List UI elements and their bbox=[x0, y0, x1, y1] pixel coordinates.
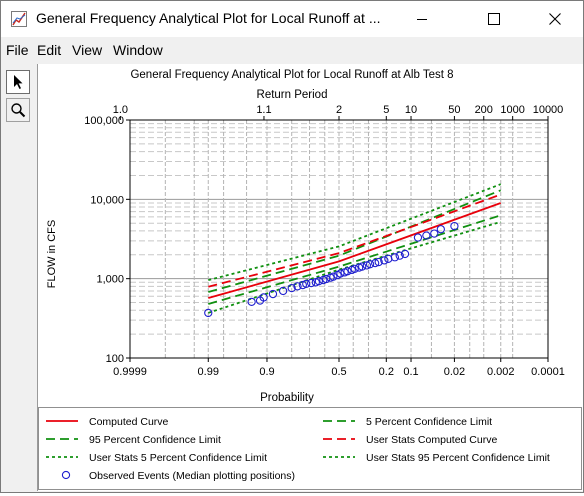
observed-event-point bbox=[413, 233, 423, 242]
observed-event-point bbox=[314, 277, 324, 286]
observed-event-point bbox=[293, 282, 302, 291]
top-tick-label: 50 bbox=[448, 104, 460, 116]
magnifier-icon bbox=[11, 103, 26, 118]
maximize-button[interactable] bbox=[471, 1, 517, 37]
x-tick-label: 0.99 bbox=[198, 366, 219, 378]
series-line-3 bbox=[208, 193, 502, 288]
series-line-2 bbox=[208, 189, 502, 293]
x-tick-label: 0.02 bbox=[444, 366, 465, 378]
legend-label: Observed Events (Median plotting positio… bbox=[89, 470, 295, 482]
x-tick-label: 0.2 bbox=[379, 366, 394, 378]
menu-view[interactable]: View bbox=[72, 42, 103, 58]
y-tick-label: 100,000 bbox=[84, 115, 124, 127]
observed-event-point bbox=[371, 258, 380, 268]
observed-event-point bbox=[350, 264, 359, 273]
observed-event-point bbox=[302, 279, 311, 289]
x-axis-label: Probability bbox=[260, 392, 314, 404]
window-title: General Frequency Analytical Plot for Lo… bbox=[36, 10, 381, 26]
legend-label: 5 Percent Confidence Limit bbox=[366, 416, 492, 428]
legend-label: User Stats 95 Percent Confidence Limit bbox=[366, 452, 550, 464]
series-line-0 bbox=[208, 202, 502, 299]
menu-edit[interactable]: Edit bbox=[37, 42, 62, 58]
legend-label: User Stats 5 Percent Confidence Limit bbox=[89, 452, 267, 464]
menu-window[interactable]: Window bbox=[113, 42, 163, 58]
close-button[interactable] bbox=[532, 1, 578, 37]
observed-event-point bbox=[322, 274, 331, 284]
legend-label: 95 Percent Confidence Limit bbox=[89, 434, 221, 446]
legend-swatch bbox=[61, 470, 71, 480]
minimize-button[interactable] bbox=[399, 1, 445, 37]
series-line-5 bbox=[208, 183, 502, 281]
plot-area bbox=[130, 120, 548, 358]
observed-event-point bbox=[365, 260, 375, 269]
observed-event-point bbox=[336, 269, 345, 278]
observed-event-point bbox=[278, 286, 288, 296]
observed-event-point bbox=[430, 229, 439, 238]
observed-event-point bbox=[306, 278, 316, 288]
maximize-icon bbox=[488, 13, 500, 25]
observed-event-point bbox=[400, 249, 410, 259]
menu-file[interactable]: File bbox=[6, 42, 29, 58]
series-line-1 bbox=[208, 214, 501, 305]
legend: Computed Curve 5 Percent Confidence Limit… bbox=[46, 416, 550, 482]
plot-panel: General Frequency Analytical Plot for Lo… bbox=[37, 64, 583, 491]
grid-lines bbox=[130, 120, 548, 359]
observed-event-point bbox=[259, 293, 268, 302]
observed-event-point bbox=[380, 256, 389, 265]
observed-event-point bbox=[395, 251, 404, 260]
x-tick-label: 0.5 bbox=[331, 366, 346, 378]
arrow-pointer-icon bbox=[14, 75, 23, 89]
top-tick-label: 1.0 bbox=[113, 104, 128, 116]
frequency-chart: General Frequency Analytical Plot for Lo… bbox=[38, 69, 582, 490]
observed-event-point bbox=[450, 221, 459, 231]
series-layer bbox=[204, 183, 502, 318]
observed-event-point bbox=[329, 272, 338, 281]
observed-event-point bbox=[204, 308, 213, 318]
y-tick-label: 1,000 bbox=[96, 274, 124, 286]
title-bar[interactable]: General Frequency Analytical Plot for Lo… bbox=[1, 1, 583, 37]
chart-app-icon bbox=[11, 11, 27, 27]
observed-event-point bbox=[422, 231, 431, 240]
top-tick-label: 5 bbox=[383, 104, 389, 116]
menu-bar: File Edit View Window bbox=[1, 39, 583, 61]
y-tick-label: 100 bbox=[106, 353, 124, 365]
observed-event-point bbox=[358, 262, 367, 271]
x-tick-label: 0.002 bbox=[487, 366, 515, 378]
top-axis-label: Return Period bbox=[257, 89, 328, 101]
x-tick-label: 0.9999 bbox=[113, 366, 147, 378]
observed-event-point bbox=[436, 225, 445, 234]
observed-event-point bbox=[247, 297, 256, 307]
minimize-icon bbox=[417, 19, 427, 20]
observed-event-point bbox=[268, 289, 278, 299]
legend-label: User Stats Computed Curve bbox=[366, 434, 497, 446]
zoom-tool-button[interactable] bbox=[6, 98, 30, 122]
top-tick-label: 10 bbox=[405, 104, 417, 116]
axes: 100 1,000 10,000 100,000 0.9999 0.99 0.9 0.5 0.2… bbox=[84, 104, 565, 378]
y-axis-label: FLOW in CFS bbox=[46, 220, 58, 288]
x-tick-label: 0.9 bbox=[259, 366, 274, 378]
top-tick-label: 2 bbox=[336, 104, 342, 116]
x-tick-label: 0.0001 bbox=[531, 366, 565, 378]
plot-toolbar bbox=[4, 68, 32, 491]
top-tick-label: 10000 bbox=[533, 104, 564, 116]
pointer-tool-button[interactable] bbox=[6, 70, 30, 94]
top-tick-label: 1000 bbox=[500, 104, 524, 116]
x-tick-label: 0.1 bbox=[403, 366, 418, 378]
chart-title: General Frequency Analytical Plot for Lo… bbox=[130, 69, 453, 81]
close-icon bbox=[549, 13, 561, 25]
observed-event-point bbox=[287, 283, 296, 293]
legend-label: Computed Curve bbox=[89, 416, 169, 428]
top-tick-label: 200 bbox=[475, 104, 493, 116]
observed-event-point bbox=[374, 257, 383, 267]
observed-event-point bbox=[343, 267, 352, 276]
observed-event-point bbox=[390, 253, 400, 262]
legend-box bbox=[38, 407, 582, 490]
top-tick-label: 1.1 bbox=[256, 104, 271, 116]
y-tick-label: 10,000 bbox=[90, 194, 124, 206]
